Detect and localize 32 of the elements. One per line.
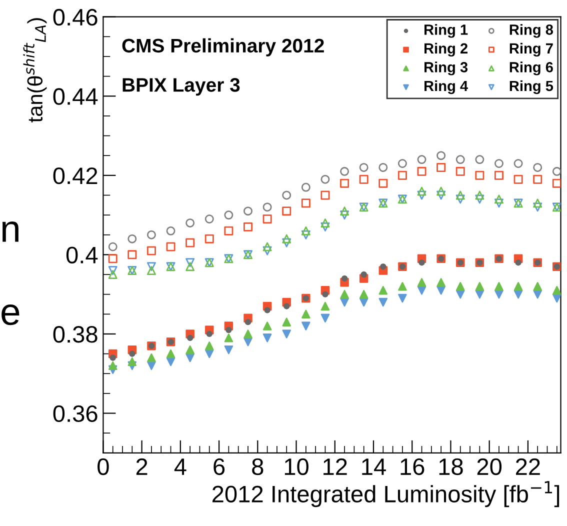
y-tick-label: 0.38: [53, 326, 98, 343]
x-tick-label: 10: [284, 458, 308, 476]
x-tick-label: 20: [477, 458, 502, 476]
legend-label: Ring 5: [510, 80, 554, 94]
legend-label: Ring 7: [510, 42, 553, 57]
x-tick-label: 16: [400, 458, 424, 476]
x-tick-label: 0: [98, 458, 109, 476]
x-tick-label: 8: [252, 458, 264, 476]
text: n: [2, 222, 18, 242]
text: e: [2, 304, 20, 326]
x-tick-label: 4: [174, 458, 186, 475]
x-tick-label: 6: [214, 458, 225, 476]
y-tick-label: 0.46: [53, 8, 98, 26]
legend-label: Ring 3: [424, 62, 468, 76]
y-tick-label: 0.4: [66, 246, 98, 264]
legend-label: Ring 6: [510, 62, 553, 76]
legend-label: Ring 4: [424, 80, 468, 94]
x-tick-label: 22: [516, 458, 540, 475]
annotation: CMS Preliminary 2012: [122, 38, 324, 56]
x-tick-label: 18: [439, 458, 463, 476]
x-axis-title: 2012 Integrated Luminosity [fb$^{−1}$]: [212, 481, 560, 508]
y-tick-label: 0.42: [53, 167, 98, 184]
y-tick-label: 0.44: [53, 88, 98, 105]
annotation: BPIX Layer 3: [122, 78, 240, 96]
y-axis-title: tan(θ$^{shift}$$_{LA}$): [23, 18, 47, 122]
legend-label: Ring 8: [510, 24, 554, 38]
legend-label: Ring 1: [424, 24, 468, 38]
y-tick-label: 0.36: [53, 405, 98, 422]
x-tick-label: 2: [136, 458, 148, 475]
legend-label: Ring 2: [424, 42, 468, 57]
x-tick-label: 14: [362, 458, 386, 475]
x-tick-label: 12: [324, 458, 347, 475]
